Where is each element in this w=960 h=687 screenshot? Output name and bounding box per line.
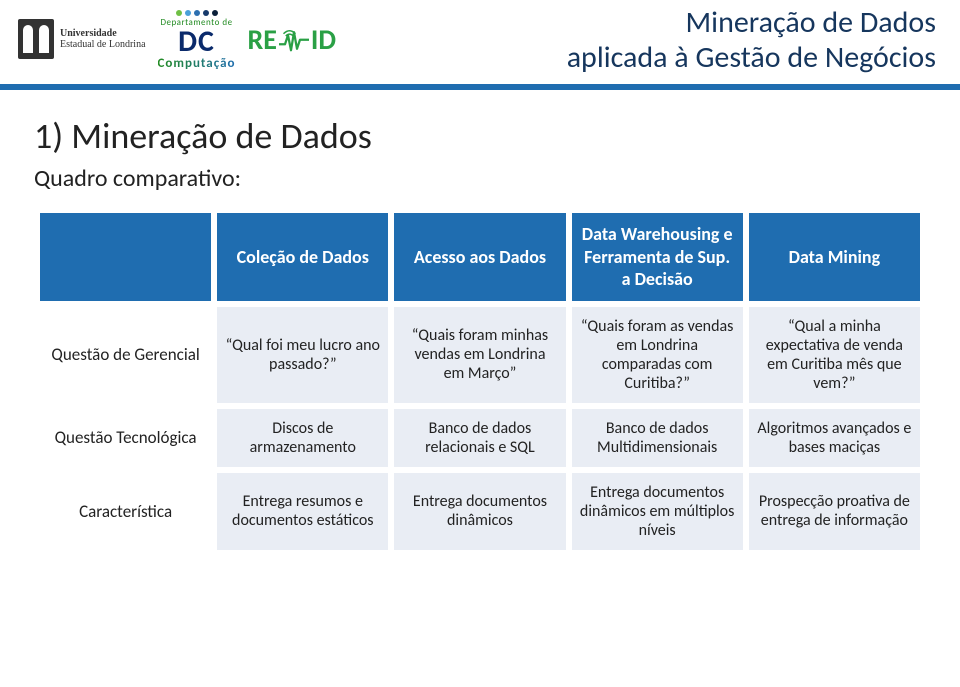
section-subheading: Quadro comparativo: xyxy=(34,164,926,193)
table-cell: Prospecção proativa de entrega de inform… xyxy=(749,473,920,550)
table-cell: Discos de armazenamento xyxy=(217,409,388,467)
table-header-cell: Acesso aos Dados xyxy=(394,213,565,301)
table-cell: Algoritmos avançados e bases maciças xyxy=(749,409,920,467)
table-row: Questão Tecnológica Discos de armazename… xyxy=(40,409,920,467)
table-row: Característica Entrega resumos e documen… xyxy=(40,473,920,550)
table-header-cell: Data Mining xyxy=(749,213,920,301)
table-cell: “Qual a minha expectativa de venda em Cu… xyxy=(749,307,920,403)
logo-dc: Departamento de DC Computação xyxy=(158,8,236,70)
content-area: 1) Mineração de Dados Quadro comparativo… xyxy=(0,90,960,556)
table-header-cell: Data Warehousing e Ferramenta de Sup. a … xyxy=(572,213,743,301)
table-row: Questão de Gerencial “Qual foi meu lucro… xyxy=(40,307,920,403)
uel-mark-icon xyxy=(18,19,54,59)
pulse-icon xyxy=(279,27,309,51)
section-heading: 1) Mineração de Dados xyxy=(34,114,926,158)
row-label: Questão Tecnológica xyxy=(40,409,211,467)
table-cell: “Quais foram as vendas em Londrina compa… xyxy=(572,307,743,403)
table-cell: “Qual foi meu lucro ano passado?” xyxy=(217,307,388,403)
uel-line1: Universidade xyxy=(60,28,146,39)
dc-big: DC xyxy=(178,27,215,57)
logo-remid: RE ID xyxy=(248,22,337,57)
title-line1: Mineração de Dados xyxy=(567,6,936,41)
uel-text: Universidade Estadual de Londrina xyxy=(60,28,146,50)
row-label: Característica xyxy=(40,473,211,550)
logo-uel: Universidade Estadual de Londrina xyxy=(18,19,146,59)
table-header-blank xyxy=(40,213,211,301)
dc-sub: Computação xyxy=(158,57,236,70)
table-header-row: Coleção de Dados Acesso aos Dados Data W… xyxy=(40,213,920,301)
table-cell: Banco de dados relacionais e SQL xyxy=(394,409,565,467)
table-cell: Entrega resumos e documentos estáticos xyxy=(217,473,388,550)
table-cell: Entrega documentos dinâmicos xyxy=(394,473,565,550)
slide-title: Mineração de Dados aplicada à Gestão de … xyxy=(567,6,936,75)
table-cell: “Quais foram minhas vendas em Londrina e… xyxy=(394,307,565,403)
remid-text-right: ID xyxy=(311,22,336,57)
header-bar: Universidade Estadual de Londrina Depart… xyxy=(0,0,960,90)
row-label: Questão de Gerencial xyxy=(40,307,211,403)
uel-line2: Estadual de Londrina xyxy=(60,39,146,50)
table-cell: Entrega documentos dinâmicos em múltiplo… xyxy=(572,473,743,550)
remid-text-left: RE xyxy=(248,22,277,57)
title-line2: aplicada à Gestão de Negócios xyxy=(567,41,936,76)
table-cell: Banco de dados Multidimensionais xyxy=(572,409,743,467)
table-header-cell: Coleção de Dados xyxy=(217,213,388,301)
comparison-table: Coleção de Dados Acesso aos Dados Data W… xyxy=(34,207,926,556)
dc-dots-icon xyxy=(158,10,236,16)
